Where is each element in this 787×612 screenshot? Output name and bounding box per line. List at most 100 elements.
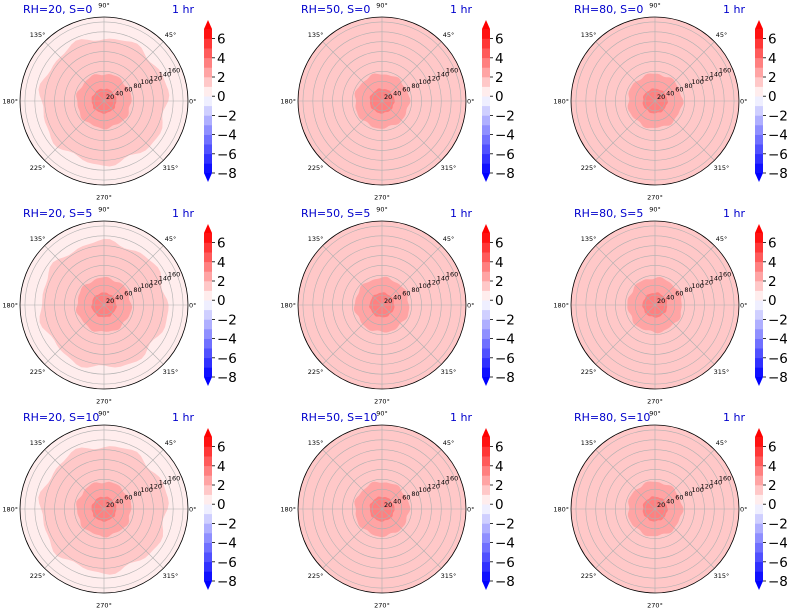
colorbar-tick-label: −2 bbox=[495, 516, 515, 532]
colorbar-segment bbox=[755, 271, 763, 282]
theta-tick-label: 315° bbox=[441, 572, 457, 580]
r-tick-label: 40 bbox=[115, 89, 123, 97]
theta-tick-label: 225° bbox=[30, 572, 46, 580]
colorbar-segment bbox=[482, 561, 490, 572]
r-tick-label: 20 bbox=[657, 93, 665, 101]
colorbar-segment bbox=[204, 290, 212, 301]
polar-panel: 0°45°90°135°180°225°270°315°20 40 60 801001… bbox=[2, 410, 237, 610]
r-tick-label: 120 bbox=[428, 74, 440, 82]
colorbar-segment bbox=[482, 38, 490, 49]
colorbar: 6 4 2 0 −2 −4 −6 −8 bbox=[482, 20, 515, 182]
r-tick-label: 160 bbox=[446, 67, 458, 75]
r-tick-label: 60 bbox=[402, 290, 410, 298]
r-tick-label: 80 bbox=[684, 82, 692, 90]
angular-gridline bbox=[44, 100, 105, 161]
colorbar-segment bbox=[755, 300, 763, 311]
r-tick-label: 140 bbox=[159, 479, 171, 487]
colorbar-segment bbox=[204, 348, 212, 359]
theta-tick-label: 90° bbox=[98, 2, 110, 10]
colorbar-extend-max bbox=[482, 20, 490, 29]
panel-title-right: 1 hr bbox=[450, 411, 472, 424]
angular-gridline bbox=[322, 245, 383, 306]
colorbar-segment bbox=[755, 105, 763, 116]
colorbar-segment bbox=[755, 456, 763, 467]
colorbar-segment bbox=[755, 96, 763, 107]
colorbar-segment bbox=[755, 465, 763, 476]
colorbar-segment bbox=[204, 446, 212, 457]
colorbar-tick-label: −2 bbox=[768, 516, 787, 532]
colorbar-segment bbox=[755, 125, 763, 135]
colorbar-tick-label: −2 bbox=[217, 312, 237, 328]
r-tick-label: 140 bbox=[710, 71, 722, 79]
colorbar-segment bbox=[482, 533, 490, 543]
colorbar-segment bbox=[204, 571, 212, 582]
angular-gridline bbox=[322, 508, 383, 569]
colorbar-tick-label: 2 bbox=[495, 478, 504, 494]
colorbar-tick-label: 6 bbox=[495, 440, 504, 456]
colorbar-segment bbox=[482, 523, 490, 534]
theta-tick-label: 135° bbox=[30, 439, 46, 447]
angular-gridline bbox=[322, 41, 383, 102]
colorbar-segment bbox=[482, 105, 490, 116]
theta-tick-label: 225° bbox=[308, 164, 324, 172]
colorbar-segment bbox=[755, 571, 763, 582]
colorbar-segment bbox=[755, 561, 763, 572]
angular-gridline bbox=[322, 100, 383, 161]
r-tick-label: 40 bbox=[666, 497, 674, 505]
r-tick-label: 40 bbox=[666, 293, 674, 301]
r-tick-label: 60 bbox=[124, 290, 132, 298]
colorbar-segment bbox=[482, 485, 490, 495]
r-tick-label: 60 bbox=[402, 86, 410, 94]
r-tick-label: 20 bbox=[106, 501, 114, 509]
r-tick-label: 140 bbox=[437, 479, 449, 487]
colorbar-segment bbox=[204, 552, 212, 563]
polar-panel: 0°45°90°135°180°225°270°315°20 40 60 801001… bbox=[280, 2, 515, 202]
polar-frame bbox=[19, 424, 189, 594]
colorbar-segment bbox=[482, 348, 490, 359]
colorbar-segment bbox=[204, 86, 212, 97]
theta-tick-label: 270° bbox=[96, 398, 112, 406]
colorbar-tick-label: 2 bbox=[495, 274, 504, 290]
theta-tick-label: 0° bbox=[189, 302, 196, 310]
r-tick-label: 120 bbox=[428, 482, 440, 490]
angular-gridline bbox=[654, 304, 715, 365]
colorbar-segment bbox=[755, 252, 763, 263]
colorbar-tick-label: −2 bbox=[495, 108, 515, 124]
colorbar-segment bbox=[755, 446, 763, 457]
colorbar-tick-label: 6 bbox=[217, 236, 226, 252]
colorbar-extend-max bbox=[755, 224, 763, 233]
colorbar: 6 4 2 0 −2 −4 −6 −8 bbox=[755, 224, 787, 386]
colorbar-tick-label: −6 bbox=[768, 147, 787, 163]
theta-tick-label: 180° bbox=[2, 506, 18, 514]
colorbar-segment bbox=[204, 77, 212, 87]
angular-gridline bbox=[322, 304, 383, 365]
r-tick-label: 120 bbox=[701, 74, 713, 82]
colorbar: 6 4 2 0 −2 −4 −6 −8 bbox=[204, 224, 237, 386]
colorbar-segment bbox=[204, 367, 212, 378]
r-tick-label: 100 bbox=[691, 486, 703, 494]
colorbar-segment bbox=[204, 357, 212, 368]
r-tick-label: 100 bbox=[418, 486, 430, 494]
colorbar-segment bbox=[755, 475, 763, 486]
colorbar-tick-label: −8 bbox=[768, 166, 787, 182]
angular-gridline bbox=[381, 245, 442, 306]
colorbar-tick-label: −4 bbox=[768, 128, 787, 144]
panel-title-right: 1 hr bbox=[172, 411, 194, 424]
colorbar-extend-min bbox=[482, 377, 490, 386]
polar-frame bbox=[19, 220, 189, 390]
colorbar-tick-label: −2 bbox=[217, 516, 237, 532]
colorbar-segment bbox=[482, 48, 490, 59]
colorbar-extend-max bbox=[204, 428, 212, 437]
r-tick-label: 100 bbox=[418, 282, 430, 290]
colorbar-extend-min bbox=[755, 377, 763, 386]
angular-gridline bbox=[654, 41, 715, 102]
angular-gridline bbox=[595, 100, 656, 161]
r-tick-label: 160 bbox=[168, 67, 180, 75]
colorbar-segment bbox=[482, 338, 490, 349]
colorbar-segment bbox=[482, 96, 490, 107]
panel-title-right: 1 hr bbox=[723, 3, 745, 16]
polar-panel: 0°45°90°135°180°225°270°315°20 40 60 801001… bbox=[280, 206, 515, 406]
r-tick-label: 140 bbox=[159, 71, 171, 79]
colorbar-segment bbox=[482, 367, 490, 378]
colorbar-tick-label: 6 bbox=[768, 440, 777, 456]
